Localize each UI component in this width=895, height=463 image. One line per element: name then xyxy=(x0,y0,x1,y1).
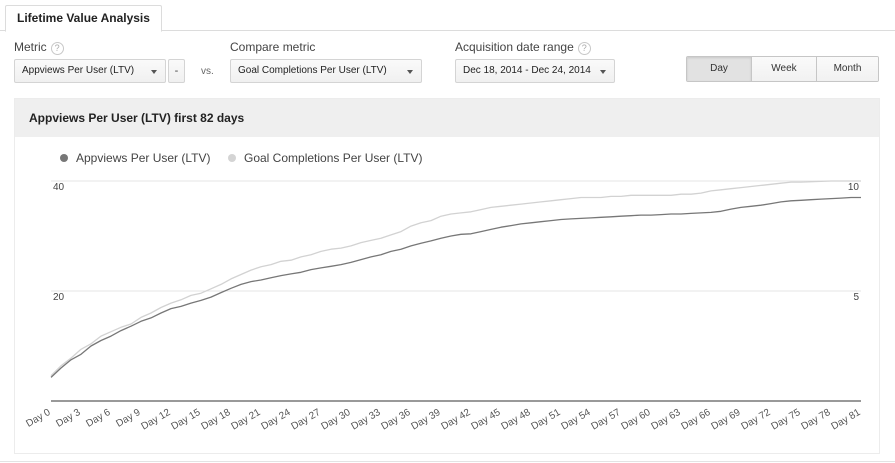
x-tick-label: Day 54 xyxy=(560,407,593,433)
x-tick-label: Day 9 xyxy=(114,407,143,430)
x-tick-label: Day 18 xyxy=(200,407,233,433)
date-range-label: Acquisition date range xyxy=(455,40,574,54)
date-range-label-wrap: Acquisition date range? xyxy=(455,40,591,55)
chart-title-bar: Appviews Per User (LTV) first 82 days xyxy=(15,99,879,137)
date-range-dropdown[interactable]: Dec 18, 2014 - Dec 24, 2014 xyxy=(455,59,615,83)
help-icon[interactable]: ? xyxy=(50,42,64,55)
x-tick-label: Day 72 xyxy=(740,407,773,433)
y-left-tick-label: 40 xyxy=(53,182,65,193)
metric-label: Metric xyxy=(14,40,47,54)
chevron-down-icon xyxy=(407,70,413,74)
series-line-appviews xyxy=(50,196,861,378)
remove-metric-button[interactable]: - xyxy=(168,59,185,83)
x-tick-label: Day 78 xyxy=(800,407,833,433)
x-tick-label: Day 75 xyxy=(770,407,803,433)
x-tick-label: Day 57 xyxy=(590,407,623,433)
x-tick-label: Day 15 xyxy=(170,407,203,433)
compare-metric-dropdown[interactable]: Goal Completions Per User (LTV) xyxy=(230,59,422,83)
metric-dropdown[interactable]: Appviews Per User (LTV) xyxy=(14,59,166,83)
legend-item-goal-completions[interactable]: Goal Completions Per User (LTV) xyxy=(228,151,423,165)
help-icon[interactable]: ? xyxy=(577,42,591,55)
chevron-down-icon xyxy=(600,70,606,74)
x-tick-label: Day 81 xyxy=(830,407,863,433)
granularity-toggle: Day Week Month xyxy=(686,56,879,82)
y-right-tick-label: 5 xyxy=(853,292,859,303)
x-tick-label: Day 24 xyxy=(260,407,293,433)
x-tick-label: Day 0 xyxy=(24,407,53,430)
tab-lifetime-value-analysis[interactable]: Lifetime Value Analysis xyxy=(5,5,162,32)
legend-dot xyxy=(60,154,68,162)
x-tick-label: Day 66 xyxy=(680,407,713,433)
date-range-value: Dec 18, 2014 - Dec 24, 2014 xyxy=(463,65,591,76)
y-left-tick-label: 20 xyxy=(53,292,65,303)
x-tick-label: Day 39 xyxy=(410,407,443,433)
metric-dropdown-value: Appviews Per User (LTV) xyxy=(22,65,135,76)
legend-label: Goal Completions Per User (LTV) xyxy=(244,151,423,165)
metric-label-wrap: Metric? xyxy=(14,40,64,55)
x-tick-label: Day 12 xyxy=(140,407,173,433)
granularity-month-button[interactable]: Month xyxy=(816,57,878,81)
chart-panel: Appviews Per User (LTV) first 82 days xyxy=(14,98,880,454)
x-tick-label: Day 3 xyxy=(54,407,83,430)
x-tick-label: Day 30 xyxy=(320,407,353,433)
granularity-week-button[interactable]: Week xyxy=(751,57,816,81)
tab-bar: Lifetime Value Analysis xyxy=(0,0,895,32)
y-right-tick-label: 10 xyxy=(848,182,860,193)
x-tick-label: Day 63 xyxy=(650,407,683,433)
x-tick-label: Day 21 xyxy=(230,407,263,433)
x-tick-label: Day 33 xyxy=(350,407,383,433)
vs-label: vs. xyxy=(201,66,214,77)
x-tick-label: Day 36 xyxy=(380,407,413,433)
x-tick-label: Day 6 xyxy=(84,407,113,430)
compare-metric-label: Compare metric xyxy=(230,40,316,54)
series-line-goal-completions xyxy=(50,180,861,377)
x-tick-label: Day 42 xyxy=(440,407,473,433)
legend-label: Appviews Per User (LTV) xyxy=(76,151,211,165)
x-tick-label: Day 60 xyxy=(620,407,653,433)
granularity-day-button[interactable]: Day xyxy=(687,57,751,81)
legend-dot xyxy=(228,154,236,162)
chart-title: Appviews Per User (LTV) first 82 days xyxy=(29,111,245,125)
x-tick-label: Day 45 xyxy=(470,407,503,433)
x-tick-label: Day 48 xyxy=(500,407,533,433)
x-tick-label: Day 69 xyxy=(710,407,743,433)
legend-item-appviews[interactable]: Appviews Per User (LTV) xyxy=(60,151,210,165)
compare-metric-dropdown-value: Goal Completions Per User (LTV) xyxy=(238,65,387,76)
x-tick-label: Day 51 xyxy=(530,407,563,433)
x-tick-label: Day 27 xyxy=(290,407,323,433)
chevron-down-icon xyxy=(151,70,157,74)
divider xyxy=(0,461,895,462)
